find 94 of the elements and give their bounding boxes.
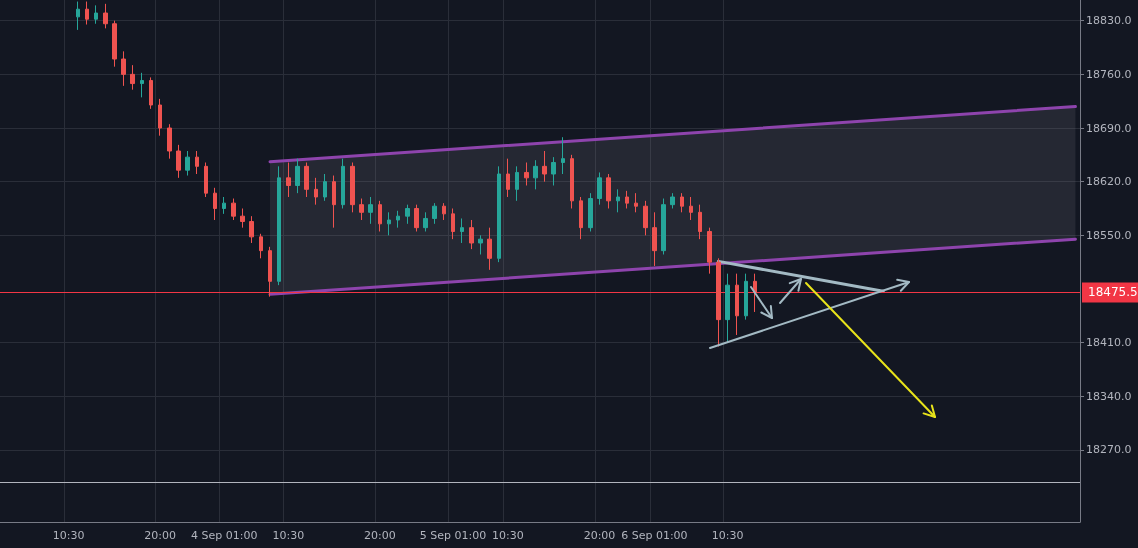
- candlestick: [185, 150, 190, 177]
- candlestick: [249, 215, 254, 244]
- candlestick: [551, 156, 556, 186]
- y-tick-label: 18410.0: [1086, 336, 1132, 350]
- candlestick: [744, 273, 748, 321]
- candlestick: [616, 188, 620, 213]
- x-tick-label: 10:30: [711, 529, 744, 542]
- y-tick-label: 18270.0: [1086, 443, 1132, 457]
- candlestick: [661, 198, 666, 255]
- candlestick: [570, 154, 574, 209]
- candlestick: [460, 217, 464, 244]
- candlestick: [213, 187, 217, 221]
- candlestick: [487, 227, 492, 271]
- candlestick: [606, 173, 611, 209]
- candlestick: [716, 257, 721, 347]
- candlestick: [259, 233, 263, 259]
- candlestick: [112, 20, 117, 68]
- candlestick: [149, 76, 153, 110]
- candlestick: [231, 198, 236, 221]
- candlestick: [94, 4, 98, 25]
- candlestick: [524, 162, 529, 186]
- candlestick: [304, 162, 309, 198]
- candlestick: [268, 246, 272, 298]
- candlestick: [341, 158, 345, 209]
- ref-line-label: 18475.5: [1088, 285, 1138, 300]
- candlestick: [634, 192, 638, 213]
- candlestick: [158, 98, 162, 137]
- candlestick: [121, 50, 126, 87]
- x-tick-label: 20:00: [144, 529, 177, 542]
- y-tick-label: 18550.0: [1086, 228, 1132, 242]
- x-tick-label: 4 Sep 01:00: [191, 529, 258, 542]
- candlestick: [561, 136, 565, 175]
- candlestick: [643, 200, 648, 236]
- candlestick: [103, 3, 108, 29]
- candlestick: [670, 192, 675, 209]
- y-tick-label: 18690.0: [1086, 121, 1132, 135]
- candlestick: [277, 165, 281, 286]
- candlestick: [478, 234, 483, 255]
- candlestick: [432, 202, 437, 225]
- candlestick: [451, 207, 455, 240]
- candlestick: [597, 171, 602, 206]
- candlestick: [506, 158, 510, 198]
- candlestick: [314, 177, 318, 206]
- candlestick: [368, 196, 373, 225]
- candlestick: [240, 207, 245, 229]
- candlestick: [698, 204, 702, 240]
- candlestick: [442, 202, 446, 221]
- candlestick: [85, 1, 89, 26]
- candlestick: [414, 204, 419, 232]
- candlestick: [707, 227, 712, 275]
- candlestick: [579, 196, 583, 240]
- candlestick: [680, 192, 684, 213]
- x-tick-label: 10:30: [492, 529, 524, 542]
- x-tick-label: 6 Sep 01:00: [621, 529, 688, 542]
- candlestick: [625, 190, 629, 209]
- candlestick: [140, 72, 144, 98]
- candlestick: [735, 273, 739, 336]
- candlestick: [725, 273, 730, 344]
- candlestick: [130, 64, 135, 91]
- candlestick: [396, 210, 400, 229]
- candlestick: [689, 196, 693, 221]
- candlestick: [497, 165, 501, 263]
- candlestick: [542, 150, 547, 183]
- y-tick-label: 18620.0: [1086, 175, 1132, 189]
- candlestick: [323, 173, 327, 202]
- y-tick-label: 18340.0: [1086, 389, 1132, 403]
- candlestick: [76, 1, 80, 31]
- x-tick-label: 10:30: [52, 529, 85, 542]
- candlestick: [195, 150, 199, 175]
- x-tick-label: 20:00: [583, 529, 616, 542]
- y-tick-label: 18760.0: [1086, 67, 1132, 81]
- x-tick-label: 10:30: [272, 529, 305, 542]
- candlestick: [286, 162, 291, 198]
- candlestick: [423, 211, 428, 232]
- x-tick-label: 5 Sep 01:00: [419, 529, 487, 542]
- candlestick: [222, 196, 226, 215]
- candlestick: [753, 273, 757, 313]
- candlestick: [652, 211, 657, 267]
- candlestick: [533, 159, 538, 190]
- candlestick: [515, 165, 519, 202]
- candlestick: [387, 211, 391, 236]
- y-tick-label: 18830.0: [1086, 14, 1132, 28]
- candlestick: [350, 162, 355, 213]
- candlestick: [405, 204, 410, 225]
- candlestick: [469, 219, 474, 250]
- candlestick: [176, 144, 181, 179]
- x-tick-label: 20:00: [363, 529, 396, 542]
- candlestick: [295, 158, 300, 194]
- candlestick: [588, 192, 593, 232]
- candlestick: [378, 200, 382, 232]
- candlestick: [167, 123, 172, 160]
- candlestick: [204, 162, 208, 198]
- candlestick: [359, 198, 364, 221]
- candlestick: [332, 175, 336, 229]
